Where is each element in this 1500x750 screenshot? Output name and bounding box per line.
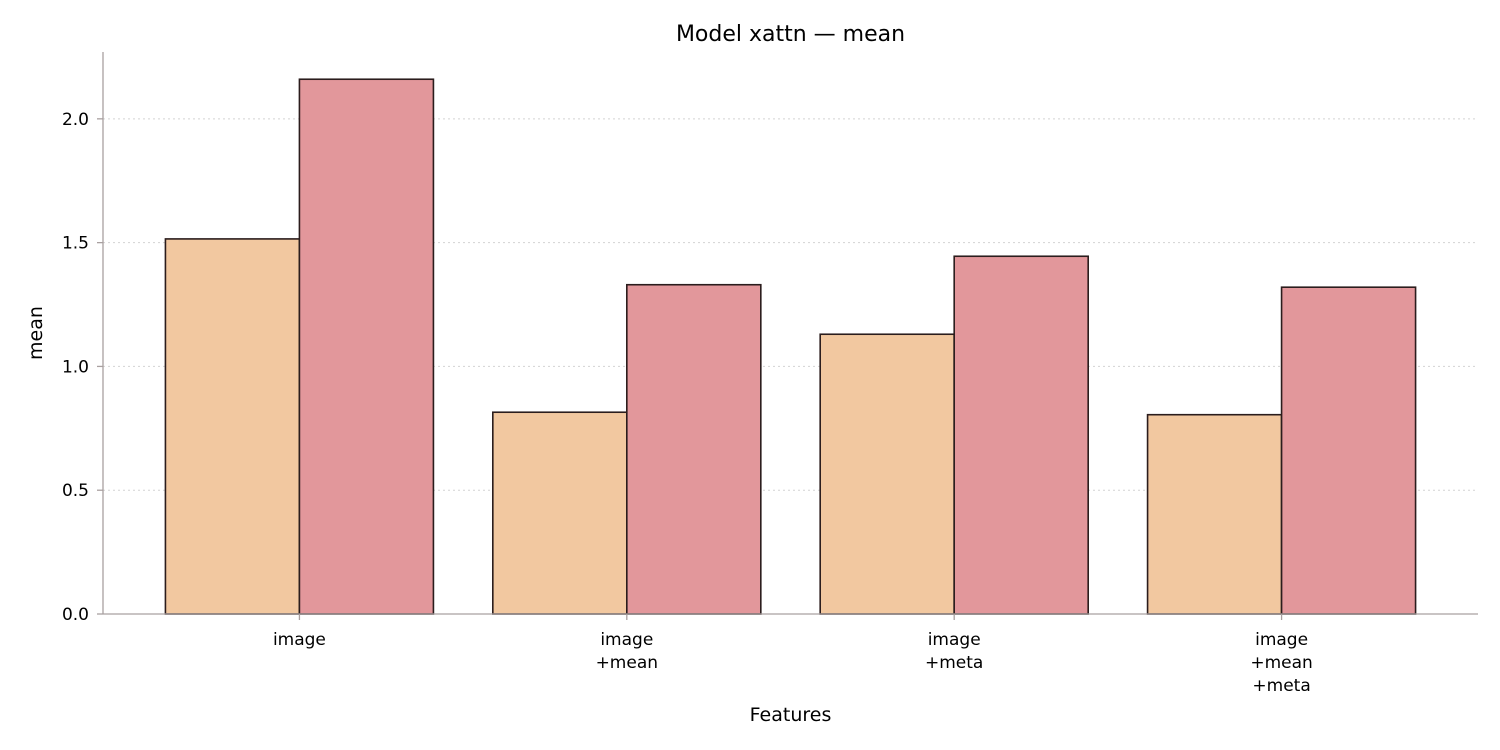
bar-series1-cat3	[819, 333, 955, 615]
x-axis-label: Features	[750, 704, 832, 726]
axis-layer	[102, 52, 1478, 615]
bar-series2-cat4	[1280, 286, 1417, 615]
x-tick-label: +mean	[596, 653, 658, 673]
x-ticks: image image +mean image +meta image +mean +meta	[273, 614, 1313, 696]
bar-layer	[164, 78, 1417, 615]
bar-series2-cat1	[298, 78, 435, 615]
y-tick-label: 1.5	[62, 234, 89, 254]
bar-series2-cat3	[953, 255, 1089, 615]
y-tick-label: 0.5	[62, 481, 89, 501]
bar-series1-cat4	[1146, 413, 1283, 615]
bar-series2-cat2	[626, 283, 762, 615]
bar-series1-cat2	[492, 411, 628, 615]
x-tick-label: +meta	[1252, 676, 1310, 696]
y-tick-label: 1.0	[62, 357, 89, 377]
x-tick-label: image	[273, 630, 326, 650]
y-ticks: 0.0 0.5 1.0 1.5 2.0	[62, 110, 103, 625]
x-tick-label: +mean	[1250, 653, 1312, 673]
bar-series1-cat1	[164, 238, 301, 615]
x-tick-label: +meta	[925, 653, 983, 673]
y-axis-label: mean	[25, 306, 47, 360]
chart-title: Model xattn — mean	[676, 22, 905, 47]
x-tick-label: image	[600, 630, 653, 650]
y-tick-label: 2.0	[62, 110, 89, 130]
x-tick-label: image	[1255, 630, 1308, 650]
x-tick-label: image	[928, 630, 981, 650]
y-tick-label: 0.0	[62, 605, 89, 625]
